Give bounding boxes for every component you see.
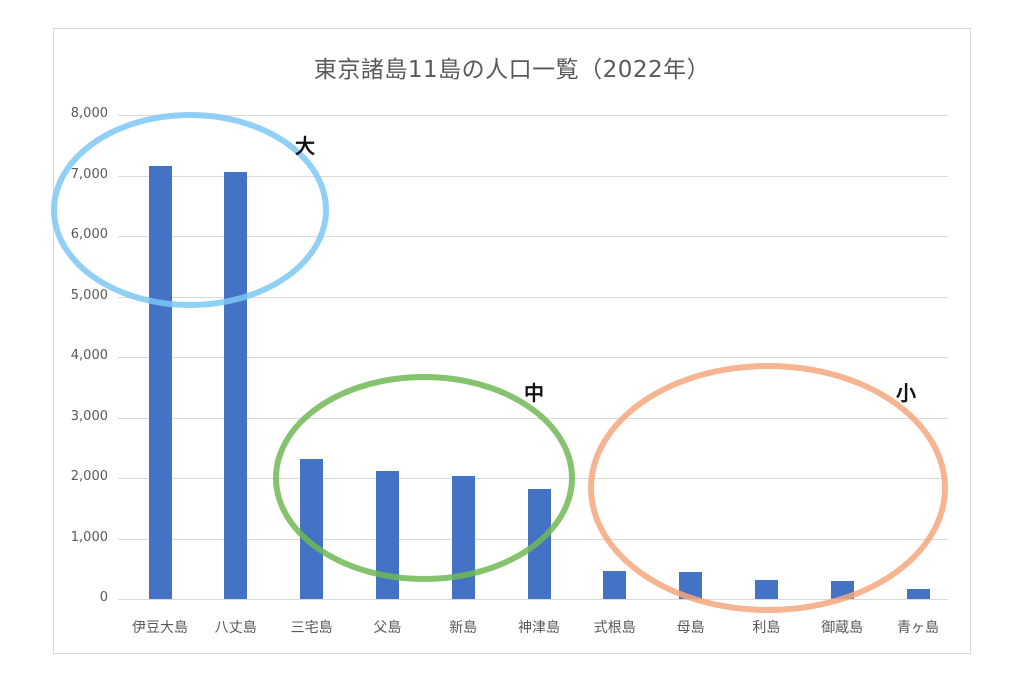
y-tick-label: 3,000: [70, 408, 108, 424]
x-tick-label: 御蔵島: [821, 620, 864, 636]
x-tick-label: 式根島: [593, 620, 636, 636]
y-tick-label: 2,000: [70, 469, 108, 484]
group-small-ellipse: [588, 363, 948, 613]
y-tick-label: 8,000: [70, 106, 108, 121]
y-tick-label: 4,000: [70, 348, 108, 363]
x-tick-label: 八丈島: [214, 620, 257, 636]
annotation-medium: 中: [524, 381, 544, 405]
gridline: [118, 115, 948, 116]
x-tick-label: 神津島: [518, 620, 560, 636]
x-tick-label: 母島: [676, 620, 705, 636]
x-tick-label: 伊豆大島: [132, 620, 188, 636]
y-tick-label: 5,000: [70, 287, 108, 303]
x-tick-label: 三宅島: [290, 620, 333, 636]
gridline: [118, 357, 948, 358]
group-large-ellipse: [51, 112, 329, 308]
x-tick-label: 利島: [752, 620, 781, 636]
x-tick-label: 青ヶ島: [897, 620, 939, 636]
gridline: [118, 175, 948, 177]
gridline: [118, 599, 948, 600]
annotation-small: 小: [896, 381, 916, 405]
annotation-large: 大: [295, 134, 315, 158]
y-tick-label: 0: [99, 590, 108, 605]
bar: [603, 570, 627, 599]
x-tick-label: 父島: [373, 620, 402, 636]
chart-title: 東京諸島11島の人口一覧（2022年）: [313, 57, 711, 83]
group-medium-ellipse: [273, 374, 575, 582]
gridline: [118, 296, 948, 298]
bar: [906, 589, 930, 599]
gridline: [118, 236, 948, 237]
y-tick-label: 1,000: [70, 529, 108, 545]
x-tick-label: 新島: [449, 620, 478, 636]
